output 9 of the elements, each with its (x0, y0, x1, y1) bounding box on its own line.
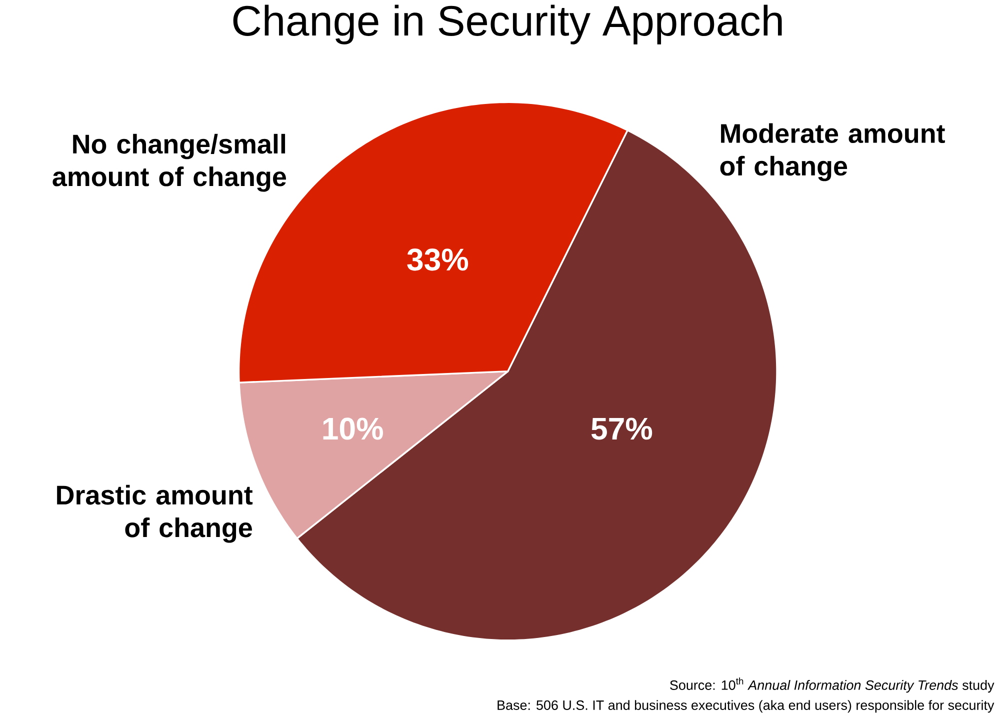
slice-label: Moderate amount of change (720, 123, 945, 181)
text: Base: 506 U.S. IT and business executives (aka end users) responsible for security (498, 700, 994, 712)
slice-label: No change/small amount of change (52, 134, 286, 192)
data-label: 33% (407, 248, 468, 271)
data-label: 57% (591, 418, 652, 440)
slice-label: Drastic amount of change (57, 484, 253, 543)
chart-title: Change in Security Approach (233, 4, 782, 44)
source-note: Source: 10$^{th}$ Annual Information Security Trends study (670, 677, 994, 692)
data-label: 10% (323, 418, 383, 440)
